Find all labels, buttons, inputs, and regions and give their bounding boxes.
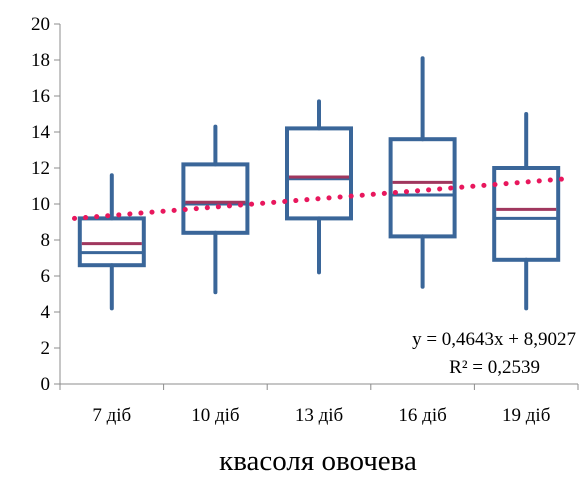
y-tick-label: 0 <box>41 374 51 395</box>
box-3 <box>285 99 353 275</box>
y-tick-label: 4 <box>41 302 51 323</box>
y-tick-label: 10 <box>31 194 50 215</box>
y-tick-label: 16 <box>31 86 50 107</box>
x-tick-label: 13 діб <box>295 405 343 426</box>
box-body <box>77 216 146 268</box>
axes <box>54 23 579 390</box>
y-tick-label: 14 <box>31 122 51 143</box>
x-tick-label: 16 діб <box>398 405 446 426</box>
x-tick-label: 10 діб <box>191 405 239 426</box>
trendline-equation: y = 0,4643x + 8,9027 <box>412 329 576 350</box>
y-tick-label: 2 <box>41 338 51 359</box>
box-5 <box>492 112 561 311</box>
trendline-layer <box>72 176 566 221</box>
labels: 0 2 4 6 8 10 12 14 16 18 20 7 діб 10 діб 13 діб 16 діб… <box>31 14 550 426</box>
trendline <box>72 176 566 221</box>
box-1 <box>77 173 146 311</box>
box-2 <box>181 124 250 295</box>
x-tick-label: 7 діб <box>92 405 131 426</box>
box-4 <box>388 56 457 289</box>
boxes <box>77 56 561 311</box>
trendline-r-squared: R² = 0,2539 <box>449 357 540 378</box>
x-tick-label: 19 діб <box>502 405 550 426</box>
box-body <box>492 166 561 262</box>
y-tick-label: 6 <box>41 266 51 287</box>
x-axis-title: квасоля овочева <box>219 445 417 477</box>
y-tick-label: 18 <box>31 50 50 71</box>
y-tick-label: 12 <box>31 158 50 179</box>
box-body <box>388 137 457 239</box>
box-body <box>181 162 250 235</box>
y-tick-label: 8 <box>41 230 51 251</box>
y-tick-label: 20 <box>31 14 50 35</box>
box-body <box>285 126 353 221</box>
